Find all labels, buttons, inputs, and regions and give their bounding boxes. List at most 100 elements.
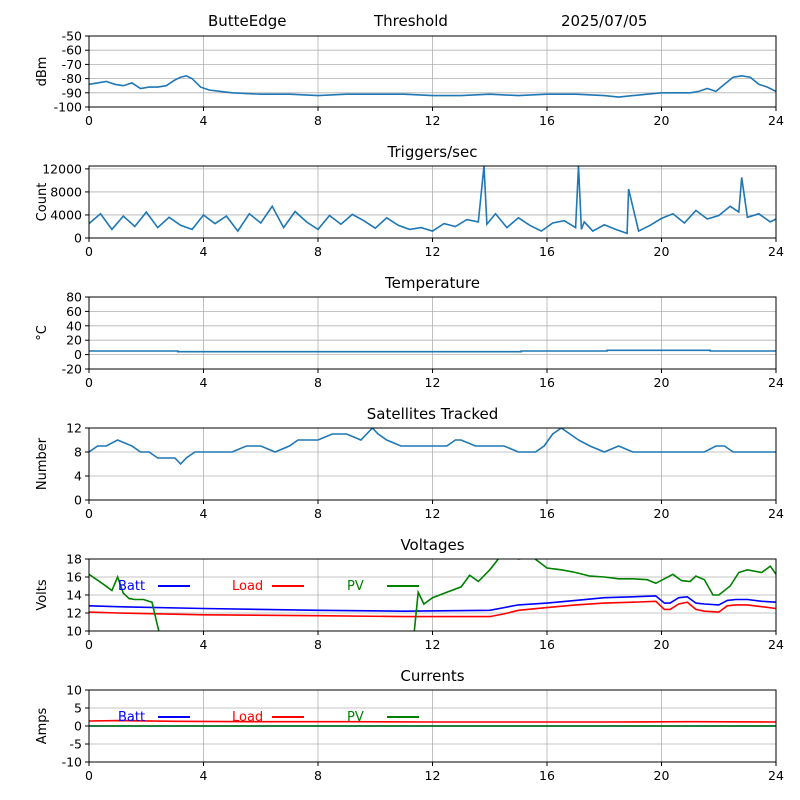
x-tick-label: 20 (654, 113, 670, 128)
x-tick-label: 0 (85, 375, 93, 390)
x-tick-label: 0 (85, 506, 93, 521)
y-tick-label: -20 (62, 362, 82, 377)
x-tick-label: 16 (539, 506, 555, 521)
y-tick-label: 8 (74, 445, 82, 460)
x-tick-label: 8 (314, 637, 322, 652)
legend-label-load: Load (232, 579, 263, 594)
series-line-main (89, 428, 776, 466)
y-tick-label: 0 (74, 231, 82, 246)
y-tick-label: 0 (74, 493, 82, 508)
series-line-batt (89, 595, 776, 613)
x-tick-label: 0 (85, 244, 93, 259)
y-axis-label: Count (35, 183, 50, 222)
panel-title: Currents (400, 667, 464, 685)
y-tick-label: 12 (66, 606, 82, 621)
y-tick-label: 12 (66, 421, 82, 436)
x-tick-label: 4 (200, 768, 208, 783)
y-tick-label: 0 (74, 719, 82, 734)
x-tick-label: 4 (200, 244, 208, 259)
x-tick-label: 8 (314, 768, 322, 783)
x-tick-label: 4 (200, 506, 208, 521)
x-tick-label: 16 (539, 113, 555, 128)
y-tick-label: -100 (54, 100, 82, 115)
x-tick-label: 8 (314, 113, 322, 128)
series-line-pv (89, 559, 776, 631)
y-tick-label: -50 (62, 29, 82, 44)
y-tick-label: 4000 (50, 207, 82, 222)
figure-header: ButteEdge Threshold 2025/07/05 (0, 0, 800, 34)
y-tick-label: 10 (66, 683, 82, 698)
x-tick-label: 12 (425, 637, 441, 652)
series-line-load (89, 600, 776, 618)
y-tick-label: 14 (66, 588, 82, 603)
panel-title: Voltages (400, 536, 464, 554)
x-tick-label: 20 (654, 506, 670, 521)
x-tick-label: 12 (425, 768, 441, 783)
x-tick-label: 20 (654, 375, 670, 390)
y-tick-label: 18 (66, 552, 82, 567)
y-tick-label: 12000 (42, 161, 82, 176)
x-tick-label: 12 (425, 244, 441, 259)
x-tick-label: 0 (85, 113, 93, 128)
panel-satellites: 0 4 8 12 16 20 24 12 8 4 0 Satellites Tracked Number (35, 405, 784, 521)
figure-date: 2025/07/05 (561, 12, 648, 30)
x-tick-label: 4 (200, 375, 208, 390)
series-line-main (89, 166, 776, 235)
x-tick-label: 8 (314, 506, 322, 521)
panel-signal: 0 4 8 12 16 20 24 -50-60-70-80-90-100 dBm (35, 29, 784, 129)
x-tick-label: 0 (85, 637, 93, 652)
x-tick-label: 20 (654, 637, 670, 652)
x-tick-label: 16 (539, 637, 555, 652)
y-tick-label: 10 (66, 624, 82, 639)
x-tick-label: 24 (768, 113, 784, 128)
panel-voltages: 0 4 8 12 16 20 24 18 16 14 12 10 Voltages Volts Batt Lo… (35, 536, 784, 652)
y-tick-label: 40 (66, 318, 82, 333)
y-axis-label: °C (35, 325, 50, 341)
series-line-main (89, 349, 776, 353)
y-tick-label: -80 (62, 71, 82, 86)
panel-currents: 0 4 8 12 16 20 24 10 5 0 -5 -10 Currents Amps Batt Load… (35, 667, 784, 783)
x-tick-label: 16 (539, 244, 555, 259)
x-tick-label: 4 (200, 113, 208, 128)
y-axis-label: Volts (35, 579, 50, 611)
legend-label-load: Load (232, 710, 263, 725)
y-tick-label: 60 (66, 304, 82, 319)
legend-label-pv: PV (347, 710, 364, 725)
y-tick-label: 8000 (50, 184, 82, 199)
y-tick-label: -90 (62, 85, 82, 100)
y-tick-label: 80 (66, 290, 82, 305)
legend-label-batt: Batt (118, 710, 145, 725)
x-tick-label: 12 (425, 506, 441, 521)
y-axis-label: Number (35, 437, 50, 490)
x-tick-label: 24 (768, 506, 784, 521)
station-name: ButteEdge (208, 12, 287, 30)
y-tick-label: 4 (74, 469, 82, 484)
panel-triggers: 0 4 8 12 16 20 24 0 4000 8000 12000 Triggers/sec Cou… (35, 143, 784, 259)
x-tick-label: 8 (314, 375, 322, 390)
x-tick-label: 12 (425, 375, 441, 390)
x-tick-label: 24 (768, 244, 784, 259)
x-tick-label: 4 (200, 637, 208, 652)
y-tick-label: -60 (62, 43, 82, 58)
y-axis-label: Amps (35, 707, 50, 744)
x-tick-label: 20 (654, 244, 670, 259)
x-tick-label: 24 (768, 637, 784, 652)
panel-title: Satellites Tracked (367, 405, 498, 423)
legend-label-pv: PV (347, 579, 364, 594)
panel-title: Triggers/sec (387, 143, 478, 161)
panel-title: Temperature (384, 274, 480, 292)
x-tick-label: 24 (768, 375, 784, 390)
series-line-load (89, 719, 776, 723)
x-tick-label: 20 (654, 768, 670, 783)
x-tick-label: 12 (425, 113, 441, 128)
legend-label-batt: Batt (118, 579, 145, 594)
y-tick-label: 16 (66, 570, 82, 585)
y-tick-label: 20 (66, 333, 82, 348)
x-tick-label: 24 (768, 768, 784, 783)
x-tick-label: 16 (539, 768, 555, 783)
x-tick-label: 0 (85, 768, 93, 783)
y-tick-label: 0 (74, 347, 82, 362)
